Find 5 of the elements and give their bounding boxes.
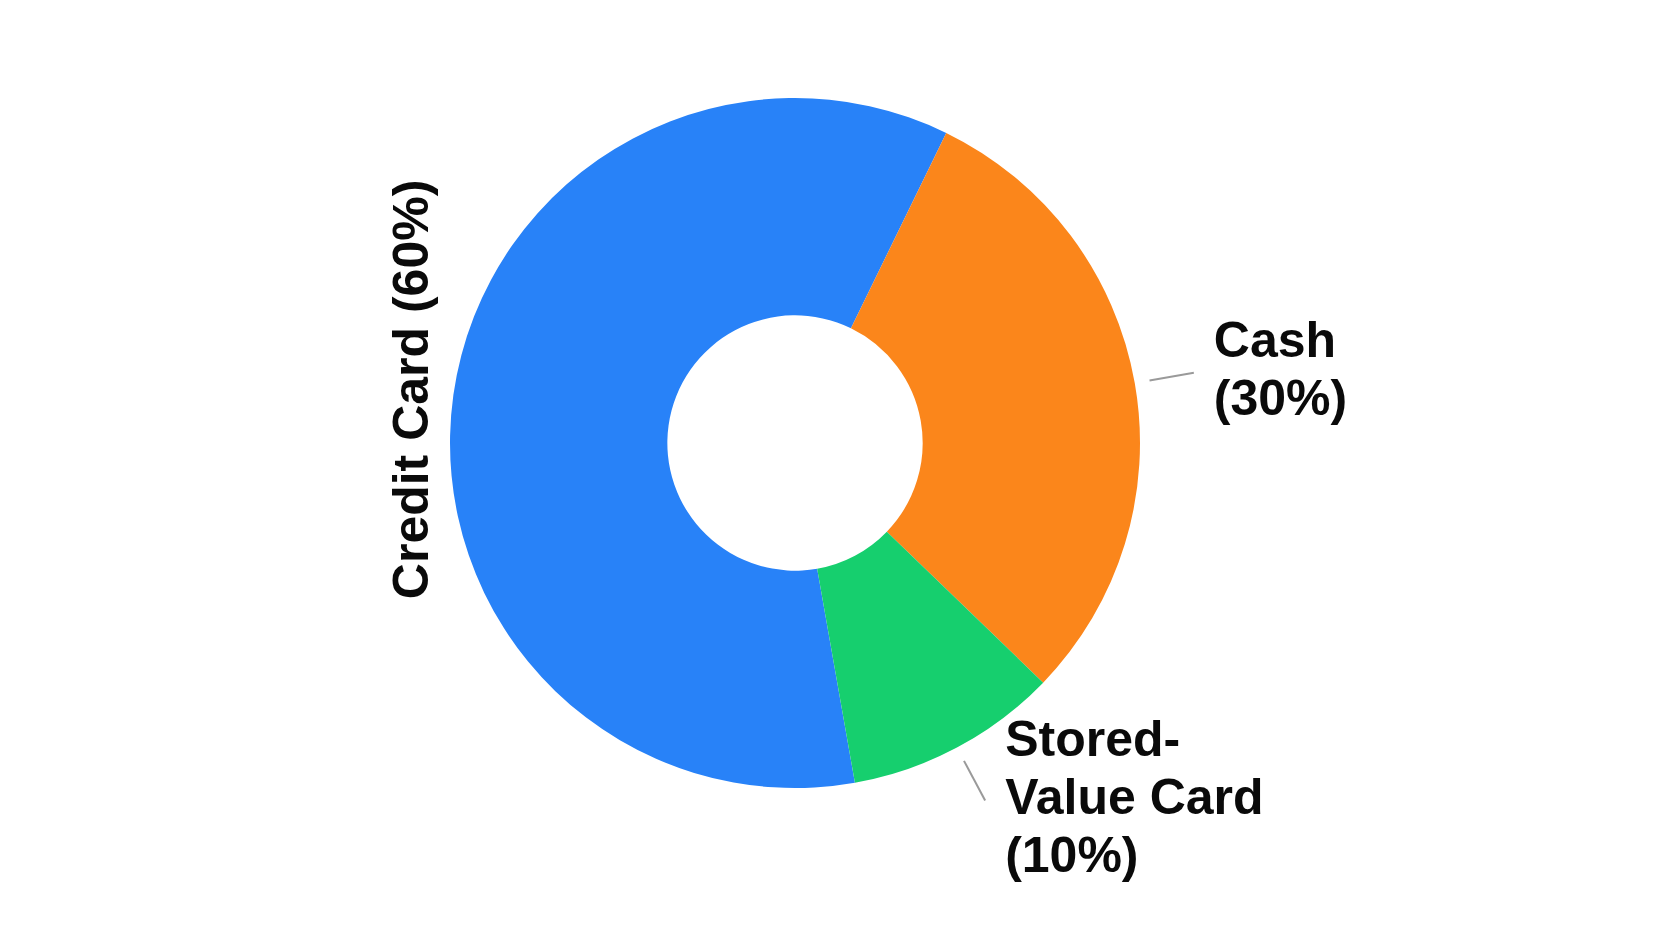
data-label: (30%) — [1213, 370, 1348, 427]
slice-label: Stored-Value Card — [1005, 711, 1264, 826]
data-label: (10%) — [1005, 827, 1139, 884]
slice-label: Cash — [1213, 312, 1337, 369]
slice-label: Credit Card (60%) — [382, 179, 439, 600]
